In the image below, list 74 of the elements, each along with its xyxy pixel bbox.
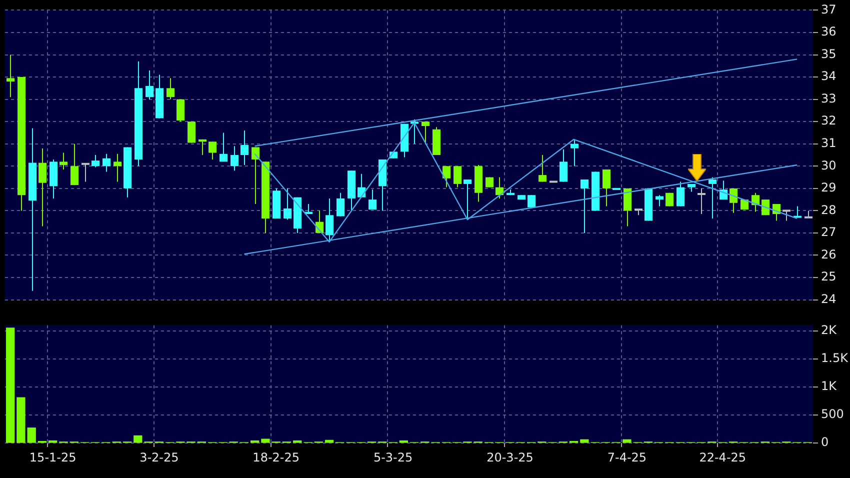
y-tick-label: 1.5K xyxy=(821,350,850,365)
x-tick-label: 5-3-25 xyxy=(373,450,413,464)
bar xyxy=(399,440,408,443)
candlestick xyxy=(442,166,450,188)
y-tick-label: 500 xyxy=(821,407,844,422)
bar xyxy=(250,440,260,443)
y-tick-label: 26 xyxy=(821,247,836,262)
bar xyxy=(293,440,302,443)
y-tick-label: 27 xyxy=(821,225,836,240)
candlestick xyxy=(528,194,536,208)
y-tick-label: 35 xyxy=(821,46,836,61)
y-tick-label: 29 xyxy=(821,180,836,195)
bar xyxy=(261,438,270,443)
y-tick-label: 37 xyxy=(821,2,836,16)
bar xyxy=(48,440,58,443)
bar xyxy=(6,328,15,443)
candlestick xyxy=(336,192,344,217)
candlestick xyxy=(38,148,46,227)
candlestick xyxy=(570,138,578,167)
candlestick xyxy=(102,153,110,172)
candlestick xyxy=(454,166,462,188)
y-tick-label: 30 xyxy=(821,158,836,172)
candlestick xyxy=(410,118,418,144)
candlestick xyxy=(464,179,472,220)
candlestick xyxy=(580,179,588,234)
candlestick xyxy=(114,153,122,182)
candlestick xyxy=(656,194,664,207)
y-tick-label: 33 xyxy=(821,91,836,106)
candlestick xyxy=(368,189,376,210)
candlestick xyxy=(326,198,334,242)
candlestick xyxy=(60,152,68,170)
y-tick-label: 36 xyxy=(821,24,836,39)
x-tick-label: 20-3-25 xyxy=(486,450,534,464)
candlestick xyxy=(146,70,154,100)
candlestick xyxy=(252,146,260,205)
bar xyxy=(134,435,142,443)
y-tick-label: 32 xyxy=(821,114,836,128)
x-tick-label: 7-4-25 xyxy=(607,450,647,464)
x-tick-label: 15-1-25 xyxy=(29,450,76,464)
y-tick-label: 34 xyxy=(821,69,836,84)
candlestick xyxy=(92,154,100,168)
x-tick-label: 18-2-25 xyxy=(252,450,300,464)
y-tick-label: 1K xyxy=(821,379,838,394)
y-tick-label: 31 xyxy=(821,136,836,150)
candlestick xyxy=(220,132,228,162)
candlestick xyxy=(422,121,430,144)
candlestick xyxy=(676,181,684,207)
candlestick xyxy=(538,154,546,182)
y-tick-label: 24 xyxy=(821,292,836,306)
candlestick xyxy=(166,78,174,100)
candlestick xyxy=(6,54,14,98)
y-tick-label: 28 xyxy=(821,202,836,217)
candlestick xyxy=(70,143,78,186)
candlestick xyxy=(602,168,610,207)
candlestick xyxy=(284,188,292,220)
candlestick xyxy=(198,138,206,156)
candlestick xyxy=(82,162,90,182)
candlestick xyxy=(240,130,248,166)
candlestick xyxy=(188,121,196,144)
x-tick-label: 22-4-25 xyxy=(699,450,746,464)
bar xyxy=(324,440,334,443)
candlestick xyxy=(176,98,184,122)
candlestick xyxy=(782,210,790,222)
candlestick xyxy=(230,146,238,172)
y-tick-label: 25 xyxy=(821,270,836,284)
x-tick-label: 3-2-25 xyxy=(140,450,179,464)
candlestick xyxy=(208,141,216,160)
y-tick-label: 2K xyxy=(821,322,838,337)
candlestick xyxy=(698,188,706,215)
candlestick xyxy=(762,199,770,216)
candlestick xyxy=(708,176,716,219)
y-tick-label: 0 xyxy=(821,435,829,450)
candlestick xyxy=(624,188,632,227)
candlestick xyxy=(560,148,568,182)
